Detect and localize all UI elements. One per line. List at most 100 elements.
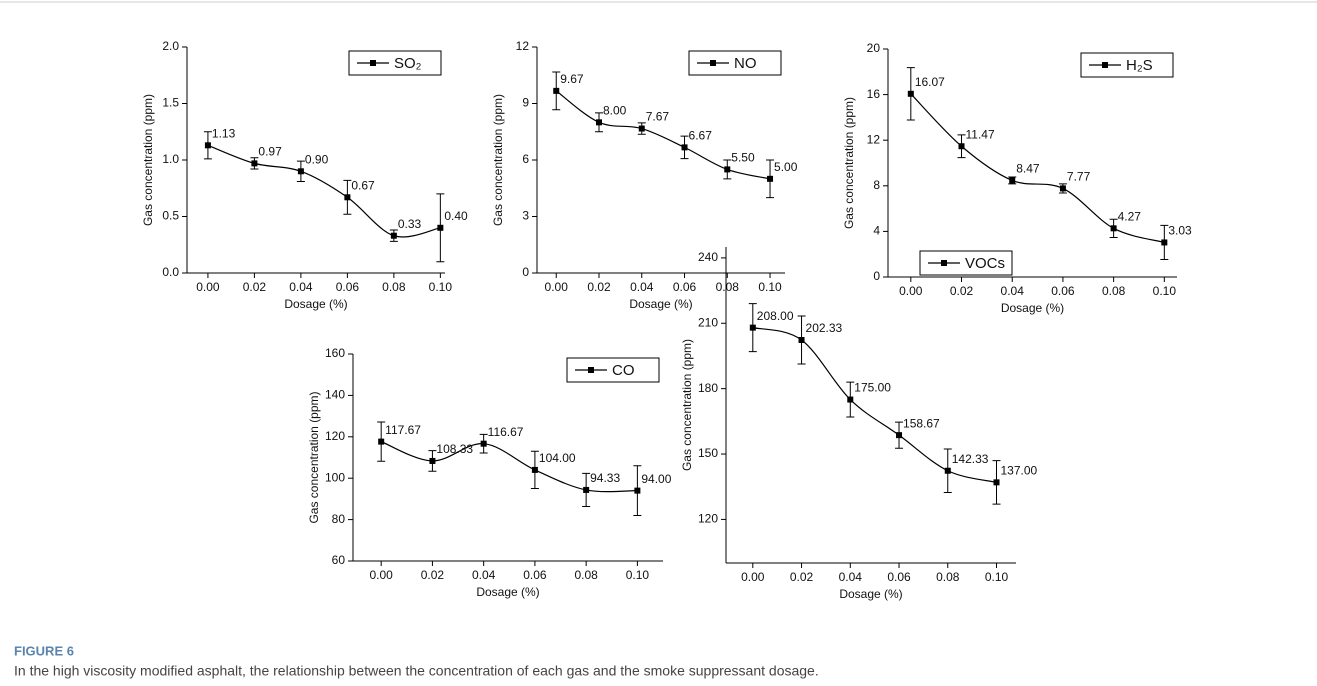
data-label: 175.00 [854,381,891,395]
y-tick-label: 8 [873,178,880,192]
x-axis-label: Dosage (%) [839,587,902,601]
marker [378,438,385,445]
data-label: 208.00 [757,309,794,323]
x-tick-label: 0.00 [741,570,765,584]
marker [429,457,436,464]
x-tick-label: 0.04 [1001,284,1025,298]
data-label: 0.90 [305,152,329,166]
x-tick-label: 0.06 [673,280,697,294]
x-tick-label: 0.04 [630,280,654,294]
x-tick-label: 0.00 [545,280,569,294]
series-line [555,90,771,180]
marker [251,160,258,167]
x-tick-label: 0.02 [587,280,611,294]
y-tick-label: 0 [873,269,880,283]
marker [437,224,444,231]
x-tick-label: 0.02 [243,280,267,294]
y-tick-label: 0.0 [162,265,179,279]
x-tick-label: 0.10 [758,280,782,294]
marker [583,486,590,493]
data-label: 0.33 [398,217,422,231]
legend-label: SO₂ [394,55,422,72]
marker [204,142,211,149]
marker [681,144,688,151]
y-tick-label: 16 [867,87,881,101]
y-tick-label: 0 [522,265,529,279]
x-tick-label: 0.10 [429,280,453,294]
data-label: 0.97 [258,145,282,159]
data-label: 16.07 [915,75,945,89]
x-axis-label: Dosage (%) [1001,301,1064,315]
x-tick-label: 0.08 [1102,284,1126,298]
data-label: 5.00 [774,160,798,174]
x-tick-label: 0.02 [790,570,814,584]
x-tick-label: 0.06 [336,280,360,294]
marker [767,175,774,182]
y-tick-label: 6 [522,152,529,166]
y-axis-label: Gas concentration (ppm) [680,339,694,471]
marker [1161,239,1168,246]
marker [531,466,538,473]
data-label: 108.33 [436,442,473,456]
x-tick-label: 0.10 [626,568,650,582]
data-label: 4.27 [1118,209,1142,223]
y-tick-label: 2.0 [162,39,179,53]
y-tick-label: 0.5 [162,209,179,223]
data-label: 9.67 [560,72,584,86]
y-tick-label: 1.5 [162,96,179,110]
marker [1110,225,1117,232]
data-label: 8.00 [603,104,627,118]
x-tick-label: 0.10 [1153,284,1177,298]
y-tick-label: 12 [867,132,881,146]
data-label: 104.00 [539,451,576,465]
legend-label: H₂S [1126,57,1153,74]
marker [638,125,645,132]
legend-marker [710,60,716,66]
data-label: 1.13 [212,126,236,140]
x-tick-label: 0.08 [716,280,740,294]
y-tick-label: 1.0 [162,152,179,166]
data-label: 94.00 [641,472,671,486]
y-axis-label: Gas concentration (ppm) [307,391,321,523]
y-tick-label: 120 [325,429,345,443]
y-tick-label: 20 [867,41,881,55]
marker [993,479,1000,486]
data-label: 158.67 [903,416,940,430]
series-line [207,144,441,238]
series-line [380,441,638,493]
data-label: 3.03 [1168,224,1192,238]
y-tick-label: 210 [698,315,718,329]
marker [958,143,965,150]
marker [724,166,731,173]
marker [1009,177,1016,184]
x-tick-label: 0.06 [1051,284,1075,298]
marker [596,119,602,126]
y-tick-label: 120 [698,512,718,526]
marker [297,168,304,175]
y-tick-label: 240 [698,250,718,264]
marker [798,336,805,343]
y-tick-label: 100 [325,470,345,484]
x-tick-label: 0.08 [382,280,406,294]
legend-marker [941,260,947,266]
data-label: 202.33 [806,321,843,335]
marker [480,440,487,447]
data-label: 11.47 [966,127,995,141]
figure-caption: In the high viscosity modified asphalt, … [14,663,819,679]
marker [553,87,560,94]
y-axis-label: Gas concentration (ppm) [842,97,856,229]
marker [1059,185,1066,192]
y-tick-label: 180 [698,381,718,395]
x-tick-label: 0.00 [196,280,220,294]
data-label: 6.67 [689,129,713,143]
y-tick-label: 80 [332,512,346,526]
data-label: 7.67 [646,110,670,124]
data-label: 137.00 [1001,464,1038,478]
y-axis-label: Gas concentration (ppm) [491,94,505,226]
marker [847,396,854,403]
data-label: 8.47 [1016,162,1040,176]
x-tick-label: 0.04 [472,568,496,582]
data-label: 0.67 [351,178,375,192]
